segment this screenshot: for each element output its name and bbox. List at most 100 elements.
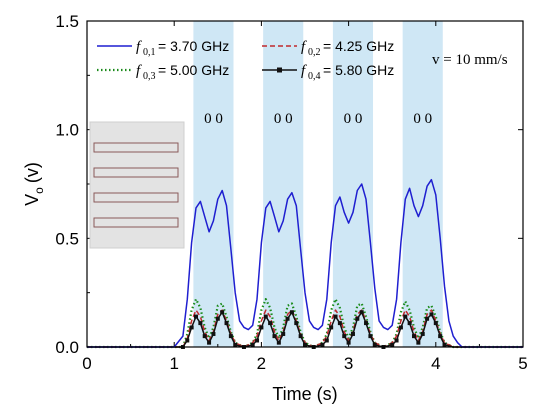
series-point-f04-36 — [350, 331, 355, 336]
y-axis-title-sub: o — [32, 187, 46, 194]
plot-frame — [86, 20, 524, 348]
bit-label-1: 0 0 — [204, 111, 223, 127]
highlight-band-4 — [402, 21, 443, 347]
series-point-f04-48 — [412, 334, 416, 339]
series-point-f04-4 — [194, 314, 198, 319]
series-point-f04-31 — [329, 325, 334, 330]
series-point-f04-53 — [433, 321, 438, 326]
x-axis-title: Time (s) — [272, 384, 337, 404]
legend-f03-value: = 5.00 GHz — [158, 62, 229, 78]
series-point-f04-5 — [198, 321, 203, 326]
series-point-f04-34 — [342, 334, 347, 339]
series-point-f04-51 — [425, 316, 430, 321]
series-point-f04-40 — [368, 334, 373, 339]
series-point-f04-38 — [359, 310, 364, 315]
series-point-f04-12 — [228, 334, 233, 339]
series-point-f04-54 — [438, 334, 443, 339]
highlight-band-1 — [193, 21, 234, 347]
series-point-f04-9 — [215, 316, 220, 321]
x-tick-label-4: 4 — [431, 354, 440, 373]
series-point-f04-2 — [185, 338, 190, 343]
series-point-f04-44 — [394, 338, 399, 343]
legend-entry-f01: f 0,1 = 3.70 GHz — [97, 38, 229, 58]
svg-text:Vo(v): Vo (v) — [22, 162, 46, 206]
series-point-f04-32 — [333, 314, 338, 319]
legend-f01-main: f — [136, 39, 142, 55]
series-point-f04-24 — [289, 310, 294, 315]
series-point-f04-26 — [298, 334, 303, 339]
bit-labels: 0 0 0 0 0 0 0 0 — [204, 111, 432, 127]
legend-f04-value: = 5.80 GHz — [323, 62, 394, 78]
series-layer — [87, 178, 523, 349]
series-point-f04-25 — [294, 321, 299, 326]
x-tick-label-3: 3 — [344, 354, 353, 373]
legend-entry-f03: f 0,3 = 5.00 GHz — [97, 62, 229, 82]
series-point-f04-30 — [324, 338, 329, 343]
highlight-band-3 — [332, 21, 374, 347]
x-tick-label-5: 5 — [518, 354, 527, 373]
tick-labels: 0 1 2 3 4 5 0.0 0.5 1.0 1.5 — [55, 12, 527, 373]
highlight-bands — [193, 21, 443, 347]
series-point-f04-11 — [224, 321, 229, 326]
bit-label-3: 0 0 — [344, 111, 363, 127]
series-point-f04-43 — [390, 342, 395, 347]
y-tick-label-1: 0.5 — [55, 229, 79, 248]
series-point-f04-35 — [346, 340, 351, 345]
series-point-f04-49 — [416, 340, 421, 345]
x-tick-label-0: 0 — [82, 354, 91, 373]
velocity-annotation: v = 10 mm/s — [432, 52, 508, 68]
series-point-f04-23 — [285, 316, 290, 321]
legend-f02-value: = 4.25 GHz — [323, 38, 394, 54]
x-tick-label-1: 1 — [169, 354, 178, 373]
series-point-f04-29 — [320, 342, 325, 347]
series-line-f02 — [87, 309, 523, 348]
series-point-f04-47 — [407, 321, 412, 326]
series-point-f04-50 — [420, 331, 425, 336]
series-point-f04-10 — [220, 310, 225, 315]
series-point-f04-22 — [281, 331, 286, 336]
series-line-f01 — [87, 178, 523, 348]
legend-f03-main: f — [136, 63, 142, 79]
y-tick-label-0: 0.0 — [55, 338, 79, 357]
series-point-f04-19 — [268, 321, 273, 326]
series-line-f03 — [87, 298, 523, 349]
legend-entry-f04: f 0,4 = 5.80 GHz — [262, 62, 394, 82]
legend-f02-sub: 0,2 — [308, 47, 321, 58]
series-point-f04-39 — [364, 321, 369, 326]
series-point-f04-33 — [337, 321, 342, 326]
series-point-f04-8 — [211, 331, 216, 336]
series-point-f04-13 — [233, 342, 238, 347]
legend-f03-sub: 0,3 — [143, 71, 156, 82]
series-point-f04-20 — [272, 334, 277, 339]
y-axis-title-unit: (v) — [22, 162, 42, 183]
series-point-f04-27 — [303, 342, 307, 347]
bit-label-4: 0 0 — [413, 111, 432, 127]
legend-entry-f02: f 0,2 = 4.25 GHz — [262, 38, 394, 58]
series-point-f04-3 — [189, 325, 194, 330]
legend-f02-main: f — [301, 39, 307, 55]
series-point-f04-37 — [355, 316, 360, 321]
x-tick-label-2: 2 — [257, 354, 266, 373]
y-axis-title-main: V — [22, 194, 42, 206]
series-point-f04-7 — [207, 340, 212, 345]
series-point-f04-15 — [250, 342, 255, 347]
series-line-f04 — [87, 311, 523, 348]
series-point-f04-16 — [255, 338, 260, 343]
y-tick-label-3: 1.5 — [55, 12, 79, 31]
legend-f04-sub: 0,4 — [308, 71, 321, 82]
legend: f 0,1 = 3.70 GHz f 0,2 = 4.25 GHz f 0,3 … — [97, 38, 394, 82]
y-axis-title: Vo (v) — [22, 162, 46, 206]
series-point-f04-55 — [442, 342, 447, 347]
legend-f01-value: = 3.70 GHz — [158, 38, 229, 54]
series-point-f04-21 — [276, 340, 281, 345]
highlight-band-2 — [263, 21, 304, 347]
series-point-f04-45 — [398, 325, 403, 330]
series-point-f04-18 — [263, 314, 268, 319]
series-point-f04-6 — [202, 334, 207, 339]
legend-f01-sub: 0,1 — [143, 47, 156, 58]
bit-label-2: 0 0 — [274, 111, 293, 127]
series-point-f04-17 — [259, 325, 264, 330]
series-point-f04-46 — [403, 314, 408, 319]
series-point-f04-52 — [429, 312, 434, 317]
